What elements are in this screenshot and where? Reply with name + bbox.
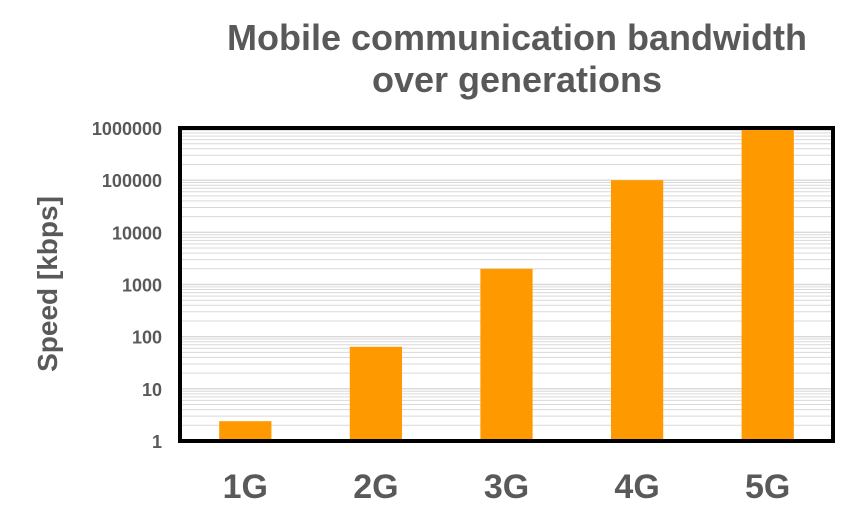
y-tick-label: 10000 xyxy=(112,223,162,243)
x-tick-label-2g: 2G xyxy=(353,468,398,506)
bar-1g xyxy=(219,421,272,441)
y-tick-label: 100000 xyxy=(102,171,162,191)
bar-5g xyxy=(741,128,794,441)
x-tick-label-1g: 1G xyxy=(223,468,268,506)
y-tick-label: 10 xyxy=(142,380,162,400)
bars xyxy=(219,128,794,441)
y-tick-labels: 1 10 100 1000 10000 100000 1000000 xyxy=(92,119,162,452)
y-tick-label: 1000 xyxy=(122,276,162,296)
x-tick-label-3g: 3G xyxy=(484,468,529,506)
chart-title-line-1: Mobile communication bandwidth xyxy=(227,17,807,58)
y-tick-label: 100 xyxy=(132,328,162,348)
bar-3g xyxy=(480,268,533,441)
x-tick-label-4g: 4G xyxy=(614,468,659,506)
x-tick-label-5g: 5G xyxy=(745,468,790,506)
y-axis-label: Speed [kbps] xyxy=(32,196,63,372)
y-tick-label: 1 xyxy=(152,432,162,452)
x-tick-labels: 1G 2G 3G 4G 5G xyxy=(223,468,791,506)
bar-4g xyxy=(610,180,664,441)
plot-frame xyxy=(178,126,835,443)
bar-2g xyxy=(349,346,403,441)
chart-title-line-2: over generations xyxy=(372,59,662,100)
y-tick-label: 1000000 xyxy=(92,119,162,139)
